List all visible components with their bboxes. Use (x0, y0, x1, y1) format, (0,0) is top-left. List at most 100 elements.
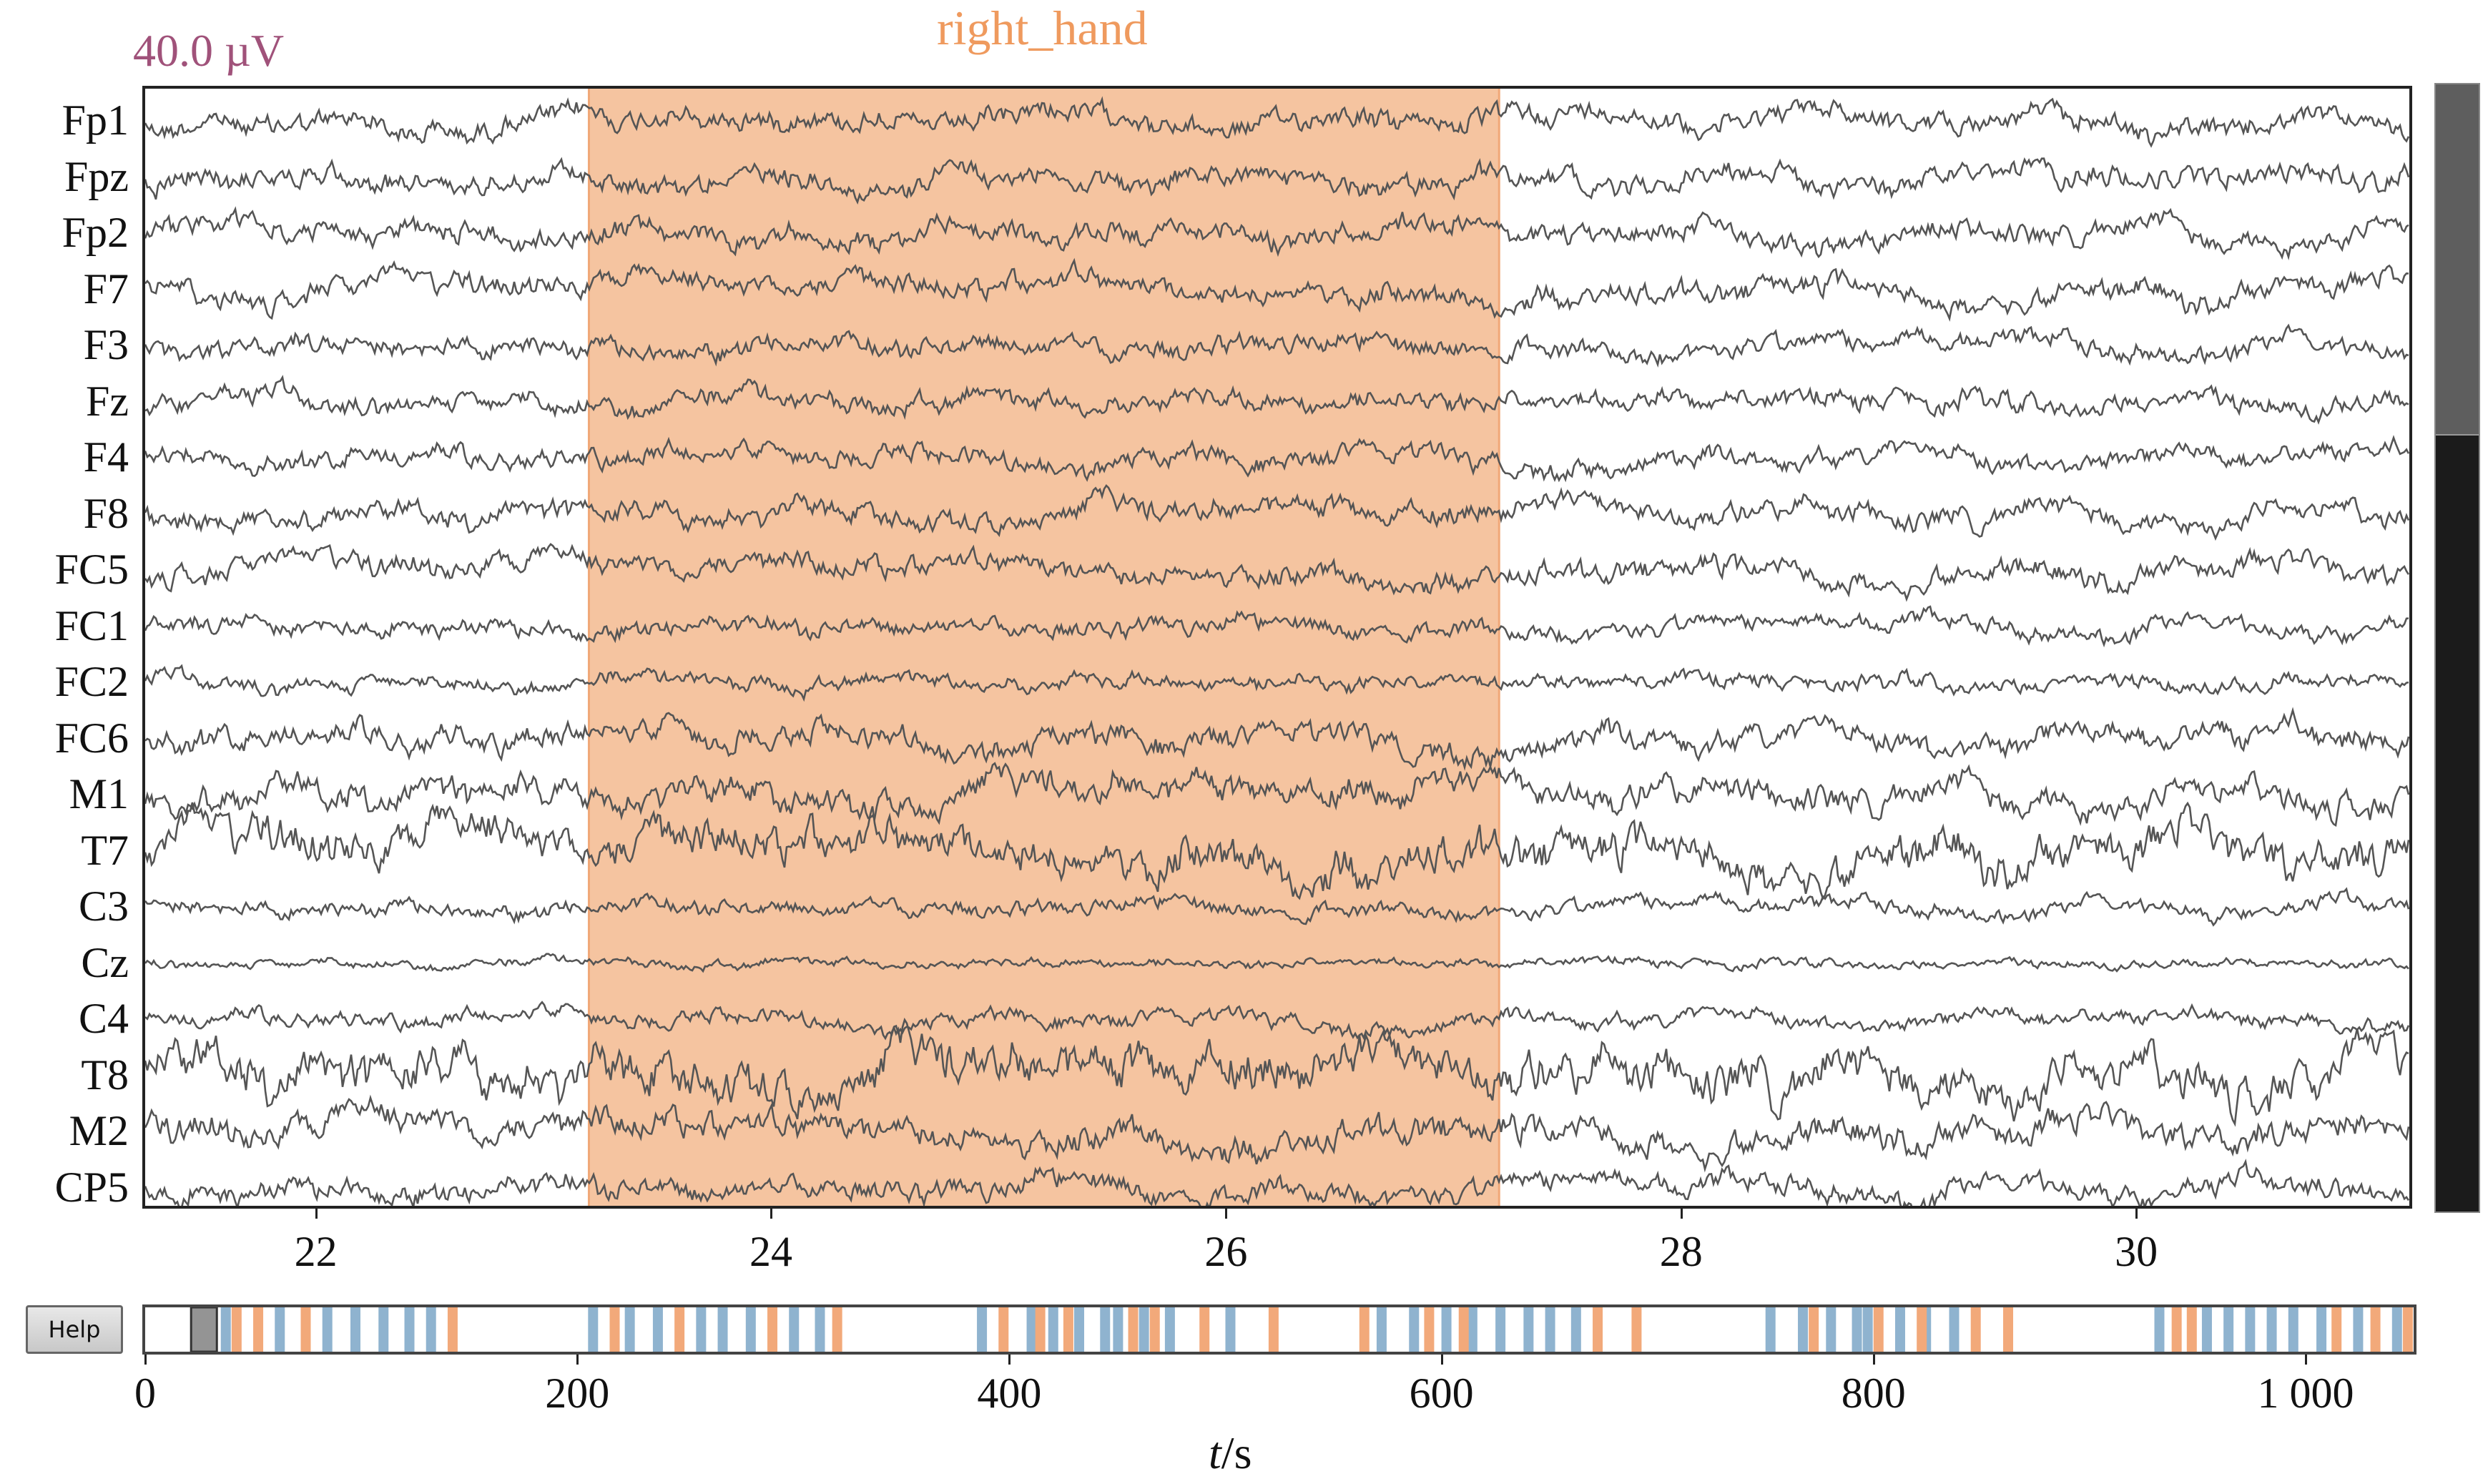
overview-marker-blue[interactable] (378, 1307, 389, 1352)
overview-marker-blue[interactable] (1048, 1307, 1058, 1352)
overview-marker-blue[interactable] (1949, 1307, 1960, 1352)
overview-marker-orange[interactable] (2186, 1307, 2197, 1352)
overview-marker-blue[interactable] (696, 1307, 707, 1352)
trace-f8[interactable] (145, 483, 2409, 541)
trace-c3[interactable] (145, 887, 2409, 927)
overview-marker-orange[interactable] (1199, 1307, 1210, 1352)
overview-marker-orange[interactable] (447, 1307, 458, 1352)
help-button[interactable]: Help (26, 1305, 123, 1354)
trace-fp2[interactable] (145, 206, 2409, 260)
trace-f3[interactable] (145, 323, 2409, 368)
overview-marker-orange[interactable] (767, 1307, 778, 1352)
overview-marker-orange[interactable] (1063, 1307, 1073, 1352)
overview-marker-orange[interactable] (253, 1307, 264, 1352)
overview-view-window[interactable] (190, 1307, 218, 1352)
overview-marker-orange[interactable] (1149, 1307, 1160, 1352)
trace-t7[interactable] (145, 801, 2409, 901)
overview-marker-blue[interactable] (624, 1307, 635, 1352)
channel-label-cp5[interactable]: CP5 (54, 1163, 129, 1211)
overview-marker-blue[interactable] (350, 1307, 360, 1352)
overview-marker-orange[interactable] (2171, 1307, 2182, 1352)
overview-marker-orange[interactable] (674, 1307, 685, 1352)
overview-marker-blue[interactable] (2288, 1307, 2298, 1352)
overview-marker-orange[interactable] (1359, 1307, 1370, 1352)
overview-marker-blue[interactable] (1164, 1307, 1175, 1352)
channel-label-fp1[interactable]: Fp1 (62, 97, 129, 144)
trace-m1[interactable] (145, 762, 2409, 827)
channel-label-fz[interactable]: Fz (86, 377, 129, 425)
trace-fz[interactable] (145, 375, 2409, 425)
overview-marker-orange[interactable] (1809, 1307, 1819, 1352)
channel-label-f3[interactable]: F3 (83, 321, 129, 368)
overview-marker-blue[interactable] (1139, 1307, 1149, 1352)
eeg-trace-canvas[interactable] (145, 89, 2409, 1206)
overview-marker-blue[interactable] (1376, 1307, 1387, 1352)
channel-label-f7[interactable]: F7 (83, 265, 129, 313)
overview-marker-blue[interactable] (2316, 1307, 2327, 1352)
overview-marker-blue[interactable] (1798, 1307, 1809, 1352)
channel-label-m1[interactable]: M1 (69, 770, 129, 817)
trace-fc2[interactable] (145, 664, 2409, 702)
overview-marker-orange[interactable] (609, 1307, 620, 1352)
overview-marker-orange[interactable] (1873, 1307, 1884, 1352)
overview-marker-orange[interactable] (1458, 1307, 1469, 1352)
overview-marker-blue[interactable] (220, 1307, 231, 1352)
trace-f4[interactable] (145, 435, 2409, 483)
overview-marker-blue[interactable] (1225, 1307, 1236, 1352)
overview-marker-blue[interactable] (1409, 1307, 1420, 1352)
overview-marker-blue[interactable] (426, 1307, 436, 1352)
overview-marker-blue[interactable] (2245, 1307, 2256, 1352)
overview-marker-blue[interactable] (717, 1307, 728, 1352)
channel-label-t7[interactable]: T7 (81, 826, 129, 874)
overview-marker-blue[interactable] (1862, 1307, 1873, 1352)
overview-marker-blue[interactable] (789, 1307, 800, 1352)
overview-marker-orange[interactable] (231, 1307, 242, 1352)
overview-marker-blue[interactable] (2201, 1307, 2212, 1352)
channel-label-fc1[interactable]: FC1 (54, 601, 129, 649)
annotation-span-right-hand[interactable] (589, 89, 1500, 1206)
channel-scrollbar-thumb[interactable] (2436, 84, 2479, 436)
overview-marker-blue[interactable] (1441, 1307, 1452, 1352)
overview-marker-orange[interactable] (1917, 1307, 1927, 1352)
overview-marker-orange[interactable] (998, 1307, 1009, 1352)
channel-label-c4[interactable]: C4 (78, 995, 129, 1042)
trace-t8[interactable] (145, 1017, 2409, 1127)
overview-marker-orange[interactable] (2003, 1307, 2014, 1352)
overview-marker-orange[interactable] (1631, 1307, 1642, 1352)
channel-label-fc6[interactable]: FC6 (54, 714, 129, 762)
overview-marker-blue[interactable] (977, 1307, 988, 1352)
overview-marker-orange[interactable] (300, 1307, 311, 1352)
channel-label-f4[interactable]: F4 (83, 433, 129, 481)
trace-f7[interactable] (145, 257, 2409, 322)
channel-label-fp2[interactable]: Fp2 (62, 209, 129, 256)
overview-marker-blue[interactable] (1570, 1307, 1581, 1352)
trace-fc5[interactable] (145, 543, 2409, 602)
overview-marker-blue[interactable] (1113, 1307, 1123, 1352)
overview-marker-orange[interactable] (1970, 1307, 1981, 1352)
overview-marker-blue[interactable] (588, 1307, 599, 1352)
overview-marker-blue[interactable] (1852, 1307, 1862, 1352)
overview-marker-blue[interactable] (1100, 1307, 1111, 1352)
trace-cz[interactable] (145, 953, 2409, 973)
overview-marker-orange[interactable] (2370, 1307, 2381, 1352)
overview-marker-blue[interactable] (1894, 1307, 1905, 1352)
overview-marker-blue[interactable] (1523, 1307, 1534, 1352)
trace-m2[interactable] (145, 1094, 2409, 1173)
overview-marker-blue[interactable] (2266, 1307, 2277, 1352)
overview-marker-blue[interactable] (404, 1307, 415, 1352)
overview-marker-orange[interactable] (2331, 1307, 2342, 1352)
channel-label-fc2[interactable]: FC2 (54, 658, 129, 705)
overview-marker-blue[interactable] (1826, 1307, 1837, 1352)
overview-marker-blue[interactable] (322, 1307, 333, 1352)
trace-c4[interactable] (145, 1001, 2409, 1041)
overview-marker-blue[interactable] (275, 1307, 285, 1352)
overview-marker-orange[interactable] (1128, 1307, 1139, 1352)
channel-label-f8[interactable]: F8 (83, 489, 129, 537)
eeg-trace-plot[interactable] (142, 86, 2412, 1209)
overview-marker-blue[interactable] (652, 1307, 663, 1352)
channel-label-fpz[interactable]: Fpz (64, 152, 129, 200)
overview-marker-blue[interactable] (1026, 1307, 1037, 1352)
overview-marker-blue[interactable] (1495, 1307, 1506, 1352)
trace-fc6[interactable] (145, 707, 2409, 771)
channel-label-fc5[interactable]: FC5 (54, 546, 129, 593)
